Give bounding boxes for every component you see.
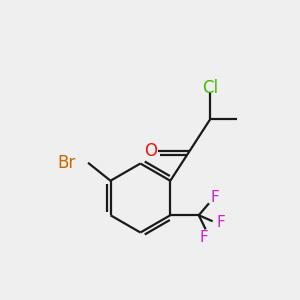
Text: O: O	[144, 142, 157, 160]
Text: F: F	[200, 230, 208, 245]
Text: Cl: Cl	[202, 79, 218, 97]
Text: Br: Br	[57, 154, 75, 172]
Text: F: F	[216, 215, 225, 230]
Text: F: F	[210, 190, 219, 205]
